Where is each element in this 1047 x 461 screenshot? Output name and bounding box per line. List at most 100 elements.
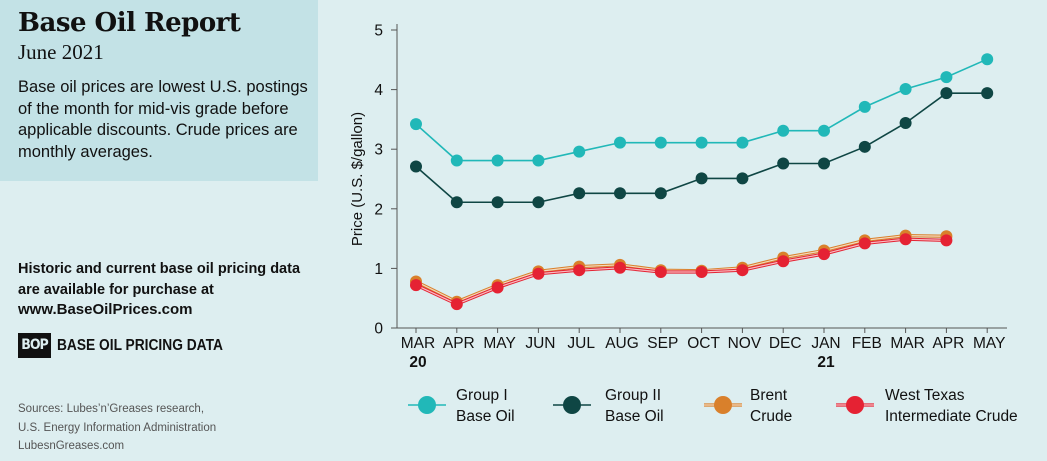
legend-label: West Texas [885,387,965,404]
x-tick-label: SEP [647,335,678,352]
data-point [899,233,912,246]
report-description: Base oil prices are lowest U.S. postings… [18,78,308,161]
data-point [491,196,504,209]
data-point [818,248,830,261]
data-point [654,187,667,200]
legend-label: Base Oil [456,408,515,425]
x-tick-label: OCT [687,335,720,352]
legend-marker [418,396,436,414]
y-tick-label: 2 [374,201,383,218]
data-point [899,83,912,96]
series-1 [410,87,994,209]
data-point [858,237,871,250]
data-point [777,255,790,268]
data-point [736,136,749,149]
bop-logo-mark: BOP [18,333,51,358]
data-point [736,264,749,277]
data-point [532,154,545,167]
data-point [573,145,586,158]
data-point [573,187,586,200]
series-0 [410,53,994,167]
y-tick-label: 0 [374,321,383,338]
data-point [858,100,871,113]
legend-label: Brent [750,387,788,404]
x-tick-label: MAR [401,335,435,352]
series-3 [410,233,953,311]
y-tick-label: 5 [374,23,383,40]
data-point [695,136,708,149]
y-tick-label: 3 [374,142,383,159]
x-year-label: 21 [817,354,835,371]
data-point [981,53,994,66]
sources-line-1: Sources: Lubes’n’Greases research, [18,403,205,415]
sources-note: Sources: Lubes’n’Greases research, U.S. … [18,400,216,438]
chart-legend: Group I Base Oil Group II Base Oil Brent Crud… [408,387,1018,425]
legend-label: Group I [456,387,508,404]
legend-label: Group II [605,387,661,404]
data-point [450,196,463,209]
data-point [940,87,953,100]
x-tick-label: FEB [852,335,882,352]
y-tick-label: 4 [374,82,383,99]
x-year-label: 20 [409,354,426,371]
data-point [695,265,708,278]
data-point [940,234,953,247]
x-tick-label: APR [932,335,964,352]
x-tick-label: MAY [483,335,515,352]
data-point [654,136,667,149]
x-tick-label: JAN [811,335,840,352]
chart-axes: 0 1 2 3 4 5 Price (U.S. $/gallon) MAR APR MAY JUN J… [349,23,1007,371]
x-tick-label: APR [443,335,475,352]
data-point [818,157,830,170]
data-point [450,298,463,311]
data-point [614,187,626,200]
page-title: Base Oil Report [18,8,241,38]
data-point [532,267,545,280]
data-point [940,71,953,84]
data-point [450,154,463,167]
legend-label: Base Oil [605,408,664,425]
data-point [410,160,422,173]
data-point [614,136,626,149]
data-point [410,118,422,131]
data-point [899,116,912,129]
data-point [736,172,749,185]
legend-marker [714,396,732,414]
legend-marker [846,396,864,414]
x-tick-label: DEC [769,335,802,352]
legend-label: Intermediate Crude [885,408,1018,425]
site-credit: LubesnGreases.com [18,440,125,452]
sources-line-2: U.S. Energy Information Administration [18,422,217,434]
data-point [777,124,790,137]
data-point [410,279,422,292]
data-point [818,124,830,137]
purchase-note: Historic and current base oil pricing da… [18,261,301,298]
page-subtitle: June 2021 [18,40,104,64]
legend-label: Crude [750,408,792,425]
data-point [654,265,667,278]
bop-logo: BOP BASE OIL PRICING DATA [18,333,250,358]
data-point [777,157,790,170]
x-tick-label: MAR [890,335,924,352]
series-line-highlight [415,238,947,305]
x-tick-label: NOV [728,335,762,352]
data-point [532,196,545,209]
data-point [573,264,586,277]
x-tick-label: JUL [567,335,595,352]
y-axis-label: Price (U.S. $/gallon) [349,112,366,246]
chart-series [410,53,994,311]
bop-logo-text: BASE OIL PRICING DATA [57,336,223,354]
x-tick-label: JUN [525,335,555,352]
data-point [491,281,504,294]
info-box [0,0,318,181]
data-point [858,140,871,153]
legend-marker [563,396,581,414]
x-tick-label: MAY [973,335,1005,352]
data-point [695,172,708,185]
y-tick-label: 1 [374,261,383,278]
x-tick-label: AUG [605,335,639,352]
purchase-link[interactable]: www.BaseOilPrices.com [18,301,193,318]
data-point [491,154,504,167]
data-point [614,261,626,274]
